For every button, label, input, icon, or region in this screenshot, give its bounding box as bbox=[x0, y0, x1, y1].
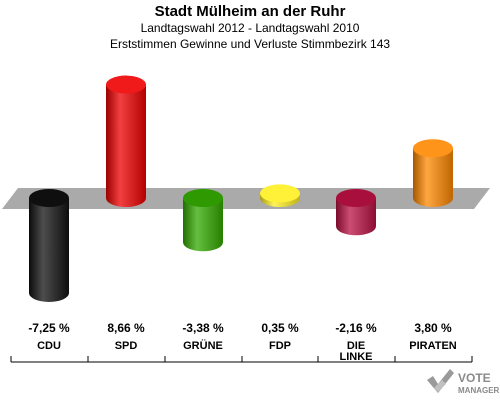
bar bbox=[413, 139, 453, 207]
bar-top-cap bbox=[29, 189, 69, 207]
category-label: CDU bbox=[37, 340, 61, 352]
bar bbox=[260, 184, 300, 207]
logo-text-manager: MANAGER bbox=[458, 386, 500, 395]
bar bbox=[336, 189, 376, 236]
value-labels-group: -7,25 % 8,66 % -3,38 % 0,35 % -2,16 % 3,80 % bbox=[28, 321, 452, 335]
vote-manager-logo: VOTE MANAGER bbox=[424, 366, 500, 400]
bar bbox=[183, 189, 223, 252]
bar-top-cap bbox=[106, 75, 146, 94]
bar-bottom-cap bbox=[413, 189, 453, 207]
bar-bottom-cap bbox=[183, 233, 223, 252]
chart-title: Stadt Mülheim an der Ruhr bbox=[154, 3, 346, 20]
value-label: 0,35 % bbox=[261, 321, 299, 335]
category-label: SPD bbox=[115, 340, 138, 352]
bar bbox=[29, 189, 69, 302]
bar-top-cap bbox=[183, 189, 223, 207]
bar-bottom-cap bbox=[106, 189, 146, 207]
value-label: -2,16 % bbox=[335, 321, 377, 335]
category-label: FDP bbox=[269, 340, 291, 352]
chart-subtitle: Landtagswahl 2012 - Landtagswahl 2010 bbox=[140, 21, 360, 35]
bars-group bbox=[29, 75, 453, 302]
value-label: 3,80 % bbox=[414, 321, 452, 335]
category-label: DIE bbox=[347, 340, 365, 352]
checkmark-icon: VOTE MANAGER bbox=[427, 369, 500, 395]
category-label: GRÜNE bbox=[183, 339, 223, 352]
chart-subtitle-2: Erststimmen Gewinne und Verluste Stimmbe… bbox=[109, 37, 391, 51]
value-label: -3,38 % bbox=[182, 321, 224, 335]
bar-bottom-cap bbox=[336, 217, 376, 236]
value-label: -7,25 % bbox=[28, 321, 70, 335]
bar-top-cap bbox=[336, 189, 376, 207]
category-label: PIRATEN bbox=[409, 340, 457, 352]
logo-text-vote: VOTE bbox=[458, 371, 491, 385]
category-label: LINKE bbox=[340, 351, 373, 363]
bar-top-cap bbox=[413, 139, 453, 158]
value-label: 8,66 % bbox=[107, 321, 145, 335]
bar-body bbox=[106, 84, 146, 198]
bar-bottom-cap bbox=[29, 283, 69, 302]
bar-body bbox=[29, 198, 69, 293]
bar bbox=[106, 75, 146, 207]
bar-top-cap bbox=[260, 184, 300, 203]
